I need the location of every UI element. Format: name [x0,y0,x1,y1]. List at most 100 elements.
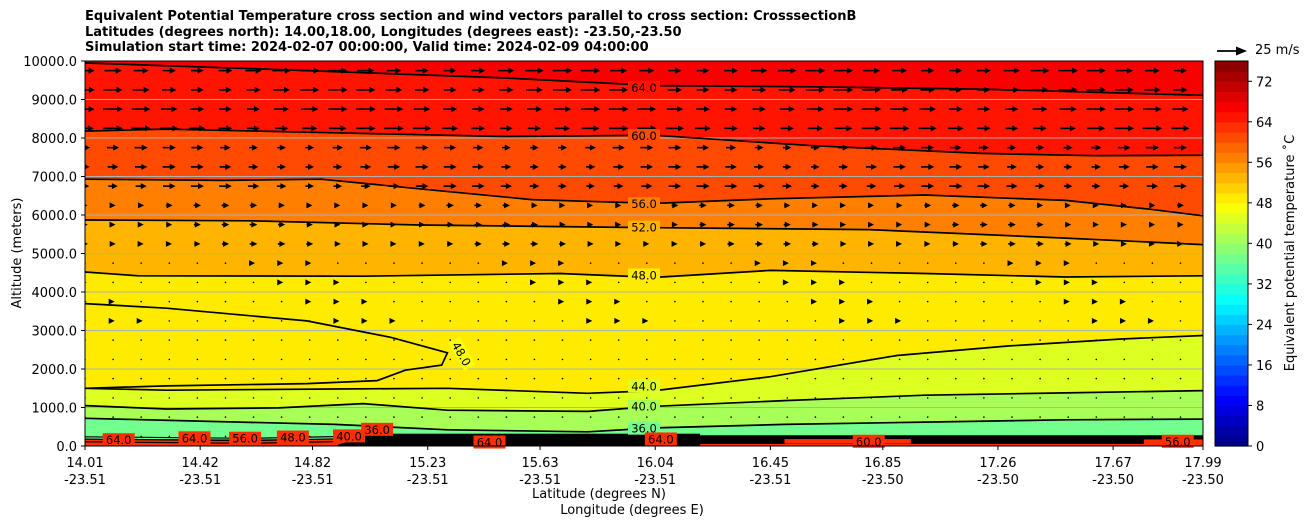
colorbar-tick-label: 72 [1256,75,1273,90]
wind-vector [977,106,991,113]
colorbar-segment [1215,385,1248,396]
wind-vector [1063,260,1070,267]
wind-vector [926,416,929,418]
contour-label: 60.0 [852,434,885,449]
wind-vector [393,416,395,418]
wind-vector [533,416,536,418]
wind-vector [727,221,735,228]
wind-vector [1145,67,1160,74]
wind-vector [786,320,789,322]
wind-vector [926,358,929,361]
wind-vector [449,281,452,284]
wind-vector [926,339,929,341]
colorbar-segment [1215,212,1248,224]
colorbar-tick-label: 64 [1256,116,1273,131]
wind-vector [337,262,339,264]
wind-vector [190,183,204,190]
wind-vector [162,67,176,74]
wind-vector [926,300,929,303]
wind-vector [190,163,204,170]
wind-vector [976,67,991,74]
wind-vector [280,320,283,322]
wind-vector [218,67,233,74]
wind-vector [730,320,732,322]
wind-vector [525,67,544,74]
wind-vector [615,202,622,209]
wind-vector [1063,279,1070,286]
colorbar-segment [1215,111,1248,123]
wind-vector [702,339,704,341]
wind-vector [668,144,682,151]
wind-vector [725,163,737,170]
wind-vector [727,240,735,247]
wind-vector [162,163,176,170]
wind-vector [730,377,732,380]
y-tick-label: 1000.0 [32,402,78,417]
wind-vector [724,125,738,132]
wind-vector [558,183,567,190]
wind-vector [814,416,817,418]
wind-vector [477,377,480,380]
wind-vector [892,67,908,74]
wind-vector [561,320,564,322]
wind-vector [1095,377,1098,380]
colorbar-frame [1214,60,1249,447]
wind-vector [361,317,368,324]
wind-vector [696,183,710,190]
wind-vector [786,339,789,341]
wind-vector [696,86,710,93]
wind-vector [527,125,542,132]
wind-vector [360,163,372,170]
wind-vector [1123,281,1126,284]
wind-vector [1035,260,1042,267]
wind-vector [168,416,171,418]
wind-vector [921,183,935,190]
wind-vector [386,67,402,74]
wind-vector [898,416,901,418]
wind-vector [696,163,710,170]
wind-vector [137,240,144,247]
wind-vector [499,86,514,93]
x-tick-label-lon: -23.50 [977,473,1019,488]
wind-vector [752,106,766,113]
wind-vector [952,202,960,209]
x-tick-label-lat: 17.99 [1184,456,1221,471]
wind-vector [955,416,957,418]
wind-vector [301,106,319,113]
x-tick-label-lat: 17.67 [1095,456,1132,471]
wind-vector [724,86,738,93]
wind-vector [196,300,199,303]
wind-vector [221,202,230,209]
wind-vector [112,281,114,284]
wind-vector [839,183,848,190]
wind-vector [337,377,339,380]
x-tick-label-lat: 14.42 [182,456,219,471]
svg-text:40.0: 40.0 [631,400,657,414]
wind-vector [449,397,452,399]
wind-vector [780,125,794,132]
wind-vector [1123,358,1126,361]
wind-vector [1179,358,1182,361]
wind-vector [674,358,676,361]
x-tick-label-lat: 14.82 [294,456,331,471]
wind-vector [702,397,704,399]
contour-label: 56.0 [628,197,660,211]
wind-vector [308,397,311,399]
wind-vector [418,240,425,247]
wind-vector [305,279,312,286]
x-tick-label-lon: -23.51 [64,473,106,488]
wind-vector [224,358,227,361]
wind-vector [249,260,256,267]
wind-vector [924,221,931,228]
wind-vector [674,377,676,380]
wind-vector [442,125,459,132]
wind-vector [613,183,624,190]
wind-vector [896,240,903,247]
wind-vector [1114,125,1135,132]
wind-vector [138,202,145,209]
wind-vector [449,358,452,361]
wind-vector [1087,125,1106,132]
wind-vector [955,320,957,322]
wind-vector [306,202,313,209]
wind-vector [702,320,704,322]
